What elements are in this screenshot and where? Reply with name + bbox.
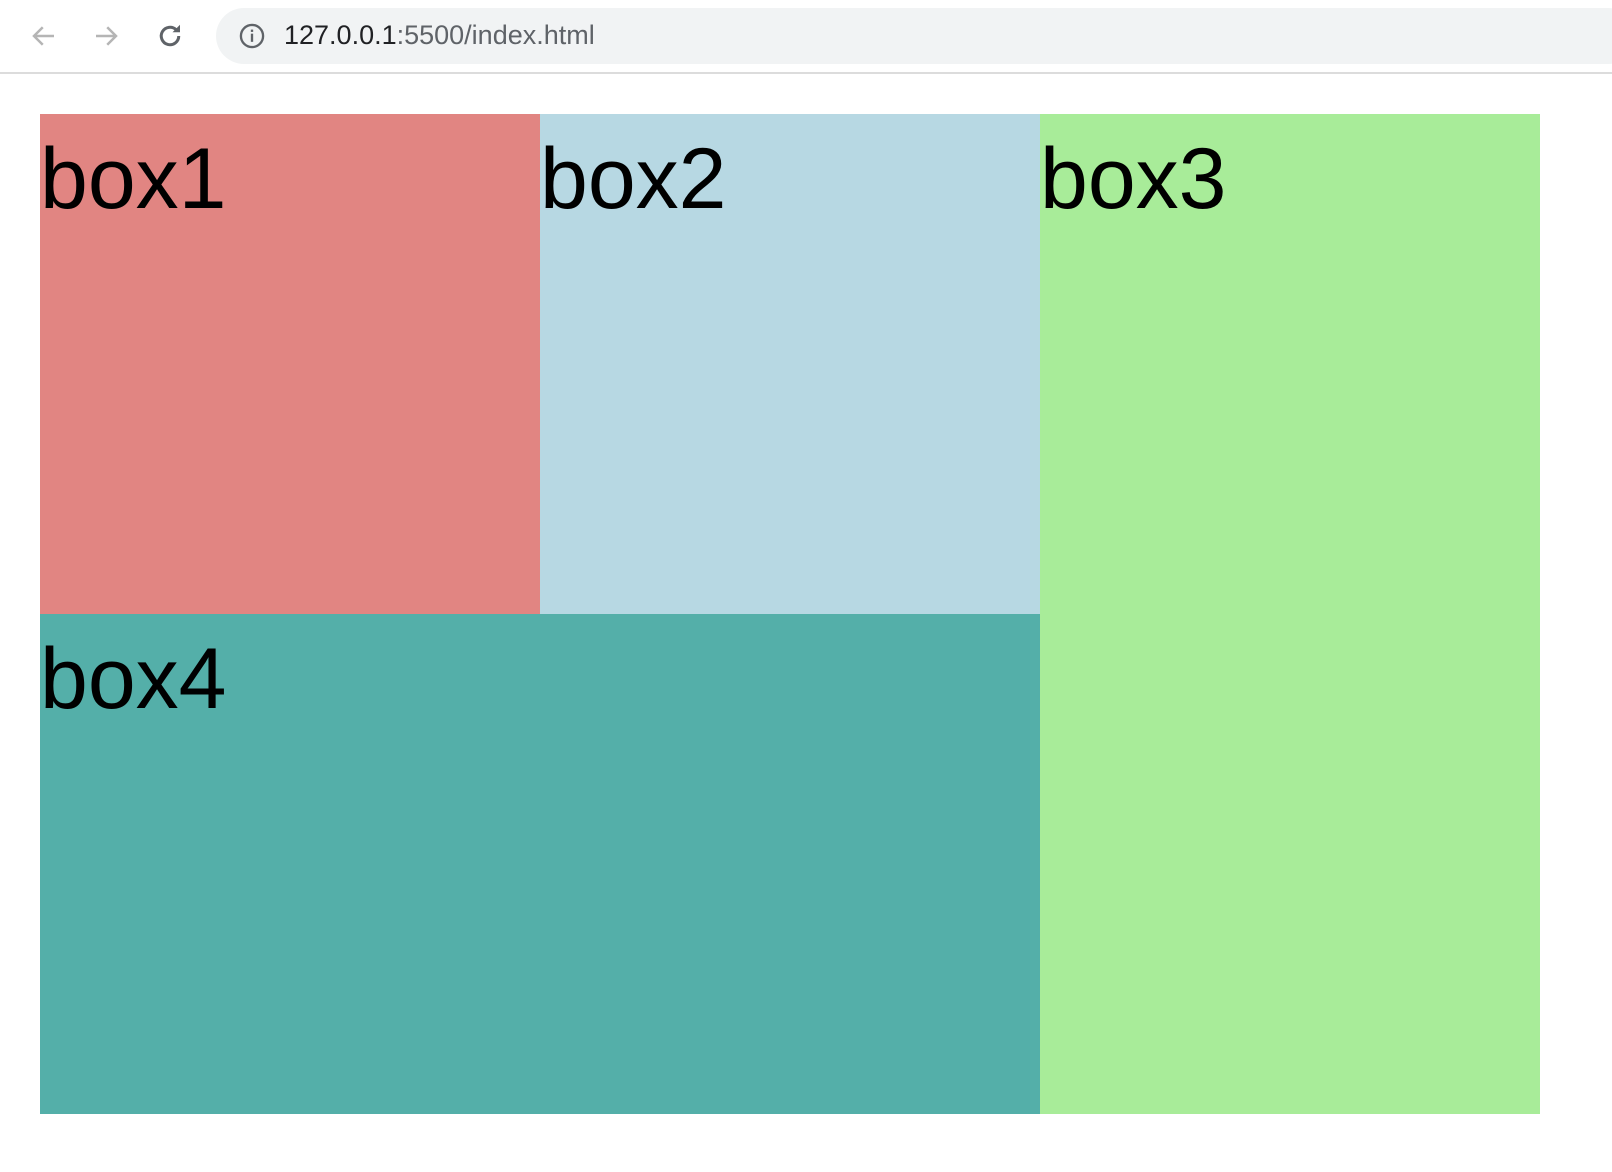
reload-icon	[159, 24, 181, 47]
box2: box2	[540, 114, 1040, 614]
back-arrow-icon	[32, 26, 54, 46]
box1: box1	[40, 114, 540, 614]
browser-toolbar: 127.0.0.1:5500/index.html	[0, 0, 1612, 74]
url-text: 127.0.0.1:5500/index.html	[284, 20, 595, 51]
box3: box3	[1040, 114, 1540, 1114]
address-bar[interactable]: 127.0.0.1:5500/index.html	[216, 8, 1612, 64]
forward-button[interactable]	[88, 18, 124, 54]
url-host: 127.0.0.1	[284, 20, 397, 50]
box4: box4	[40, 614, 1040, 1114]
forward-arrow-icon	[96, 26, 118, 46]
back-button[interactable]	[26, 18, 62, 54]
box-grid: box1 box2 box3 box4	[40, 114, 1540, 1114]
reload-button[interactable]	[152, 18, 188, 54]
info-icon[interactable]	[238, 22, 266, 50]
url-path: :5500/index.html	[396, 20, 595, 50]
